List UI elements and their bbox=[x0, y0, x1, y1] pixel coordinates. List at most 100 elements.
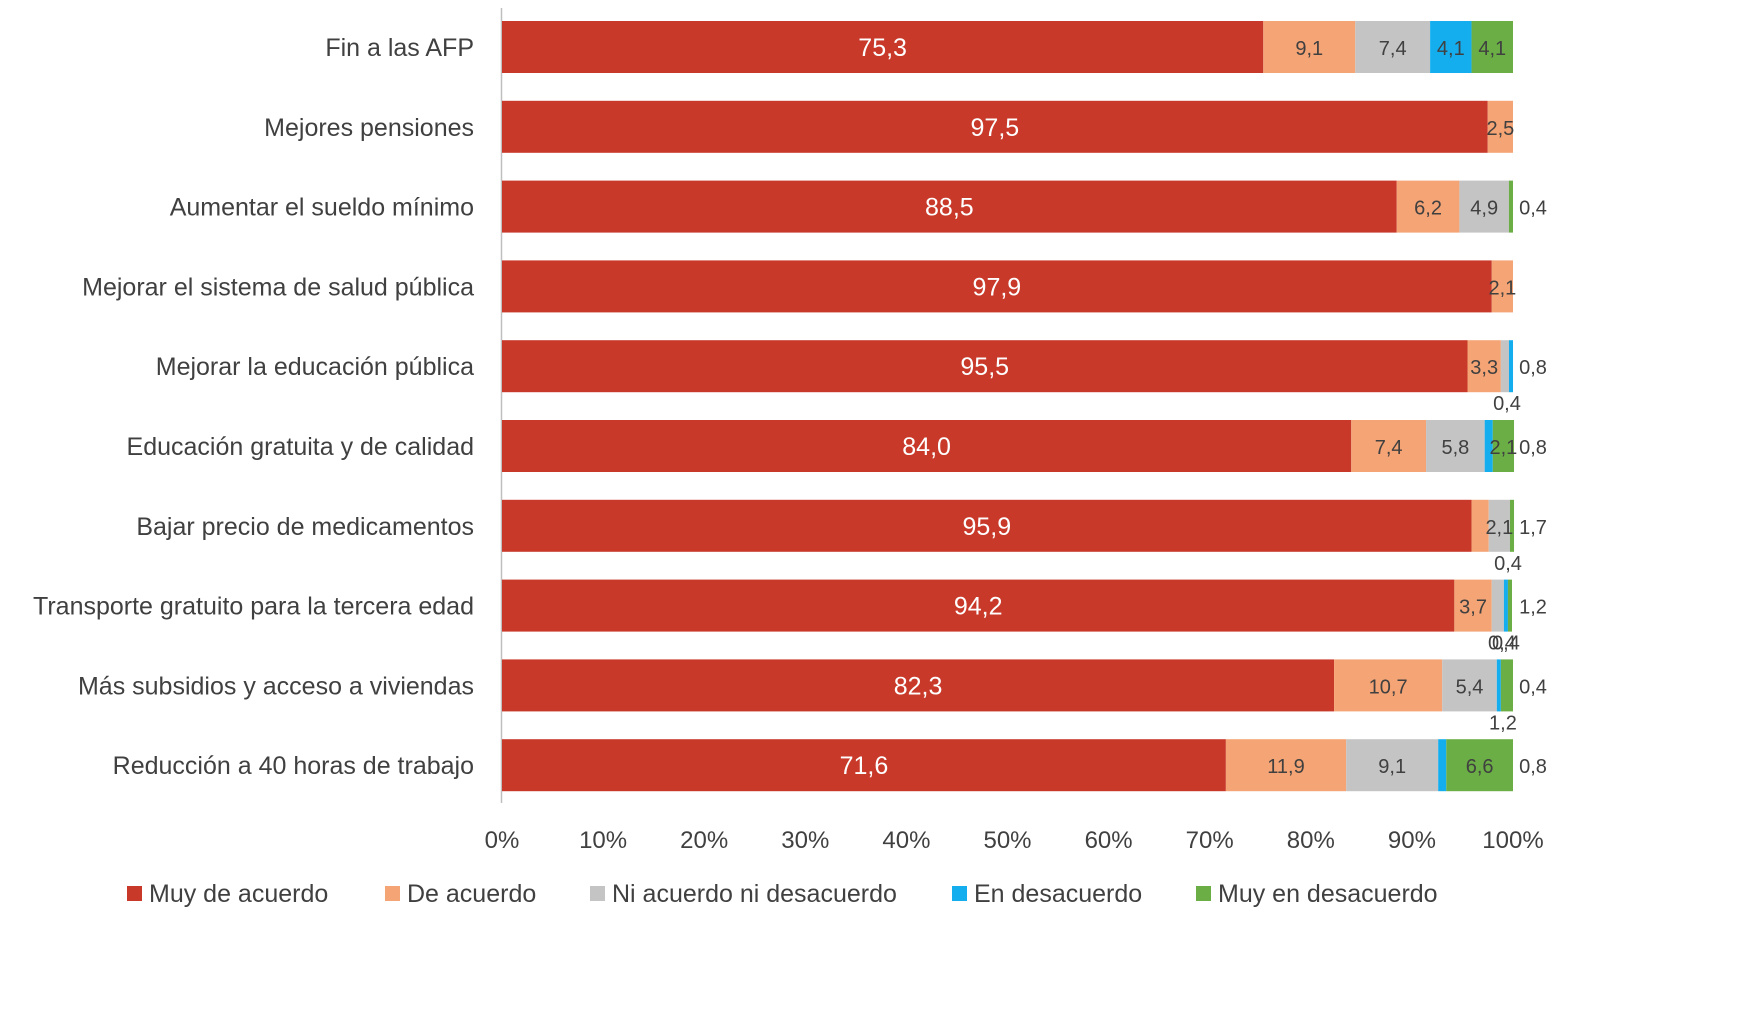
bar-segment bbox=[1438, 739, 1447, 792]
data-label: 0,4 bbox=[1488, 633, 1516, 655]
data-label: 2,1 bbox=[1489, 437, 1517, 459]
legend-label: Muy en desacuerdo bbox=[1218, 880, 1438, 908]
category-label: Más subsidios y acceso a viviendas bbox=[78, 672, 474, 700]
bar-segment bbox=[1351, 420, 1427, 472]
data-label: 1,2 bbox=[1519, 597, 1547, 619]
data-label: 2,1 bbox=[1488, 277, 1516, 299]
bar-segment bbox=[1346, 739, 1439, 792]
bar-segment bbox=[1446, 739, 1513, 792]
bar-segment bbox=[1471, 21, 1513, 73]
bar-segment bbox=[1503, 579, 1508, 632]
data-label: 0,8 bbox=[1519, 756, 1547, 778]
bar-segment bbox=[502, 659, 1335, 712]
data-label: 75,3 bbox=[858, 34, 907, 62]
data-label: 1,2 bbox=[1489, 712, 1517, 734]
category-label: Mejores pensiones bbox=[264, 114, 474, 142]
x-tick-label: 50% bbox=[983, 827, 1031, 854]
data-label: 0,4 bbox=[1492, 633, 1520, 655]
bar-segment bbox=[502, 180, 1397, 233]
data-label: 5,4 bbox=[1456, 676, 1484, 698]
bar-segment bbox=[1225, 739, 1347, 792]
data-label: 11,9 bbox=[1267, 756, 1304, 778]
legend-label: Ni acuerdo ni desacuerdo bbox=[612, 880, 897, 908]
bar-segment bbox=[1454, 579, 1492, 632]
bar-segment bbox=[1508, 180, 1513, 233]
x-tick-label: 10% bbox=[579, 827, 627, 854]
x-tick-label: 20% bbox=[680, 827, 728, 854]
legend-swatch bbox=[952, 886, 967, 901]
bar-segment bbox=[1491, 260, 1513, 313]
bar-segment bbox=[1471, 499, 1489, 552]
x-tick-label: 90% bbox=[1388, 827, 1436, 854]
x-tick-label: 70% bbox=[1186, 827, 1234, 854]
x-tick-label: 30% bbox=[781, 827, 829, 854]
data-label: 5,8 bbox=[1441, 437, 1469, 459]
data-label: 7,4 bbox=[1379, 38, 1407, 60]
data-label: 1,7 bbox=[1519, 517, 1547, 539]
x-tick-label: 0% bbox=[485, 827, 520, 854]
bar-segment bbox=[502, 420, 1352, 472]
data-label: 0,4 bbox=[1494, 553, 1522, 575]
data-label: 9,1 bbox=[1295, 38, 1323, 60]
bar-segment bbox=[1500, 340, 1509, 393]
data-label: 88,5 bbox=[925, 194, 974, 222]
bar-segment bbox=[1507, 579, 1512, 632]
x-tick-label: 60% bbox=[1085, 827, 1133, 854]
bar-segment bbox=[1496, 659, 1501, 712]
data-label: 95,5 bbox=[960, 353, 1009, 381]
legend-swatch bbox=[590, 886, 605, 901]
data-label: 94,2 bbox=[954, 593, 1003, 621]
x-tick-label: 100% bbox=[1482, 827, 1543, 854]
category-label: Transporte gratuito para la tercera edad bbox=[33, 593, 474, 621]
legend-label: De acuerdo bbox=[407, 880, 536, 908]
bar-segment bbox=[1487, 100, 1513, 153]
category-label: Mejorar el sistema de salud pública bbox=[82, 273, 474, 301]
data-label: 6,6 bbox=[1466, 756, 1494, 778]
data-label: 2,1 bbox=[1485, 517, 1513, 539]
data-label: 0,8 bbox=[1519, 357, 1547, 379]
data-label: 97,5 bbox=[971, 114, 1020, 142]
bar-segment bbox=[502, 260, 1492, 313]
data-label: 95,9 bbox=[962, 513, 1011, 541]
bar-segment bbox=[1355, 21, 1431, 73]
bar-segment bbox=[1500, 659, 1513, 712]
bar-segment bbox=[1508, 340, 1513, 393]
data-label: 7,4 bbox=[1375, 437, 1403, 459]
data-label: 0,4 bbox=[1493, 393, 1521, 415]
bar-segment bbox=[1467, 340, 1501, 393]
bar-segment bbox=[502, 100, 1488, 153]
bar-segment bbox=[502, 579, 1455, 632]
x-tick-label: 80% bbox=[1287, 827, 1335, 854]
data-label: 3,7 bbox=[1459, 597, 1487, 619]
data-label: 6,2 bbox=[1414, 198, 1442, 220]
data-label: 71,6 bbox=[840, 752, 889, 780]
legend-swatch bbox=[385, 886, 400, 901]
category-label: Aumentar el sueldo mínimo bbox=[170, 194, 474, 222]
bar-segment bbox=[502, 739, 1226, 792]
bar-segment bbox=[1484, 420, 1493, 472]
data-label: 9,1 bbox=[1378, 756, 1406, 778]
bar-segment bbox=[1396, 180, 1460, 233]
data-label: 3,3 bbox=[1470, 357, 1498, 379]
bar-segment bbox=[1426, 420, 1485, 472]
legend-swatch bbox=[1196, 886, 1211, 901]
data-label: 0,4 bbox=[1519, 198, 1547, 220]
data-label: 97,9 bbox=[973, 273, 1022, 301]
data-label: 0,8 bbox=[1519, 437, 1547, 459]
data-label: 4,9 bbox=[1470, 198, 1498, 220]
data-label: 4,1 bbox=[1478, 38, 1506, 60]
bar-segment bbox=[1488, 499, 1510, 552]
bar-segment bbox=[1459, 180, 1509, 233]
data-label: 82,3 bbox=[894, 672, 943, 700]
data-label: 10,7 bbox=[1369, 676, 1408, 698]
bar-segment bbox=[1491, 579, 1504, 632]
category-label: Mejorar la educación pública bbox=[156, 353, 474, 381]
data-label: 84,0 bbox=[902, 433, 951, 461]
bar-segment bbox=[1442, 659, 1497, 712]
bar-segment bbox=[502, 499, 1472, 552]
data-label: 4,1 bbox=[1437, 38, 1465, 60]
legend-swatch bbox=[127, 886, 142, 901]
x-tick-label: 40% bbox=[882, 827, 930, 854]
bar-segment bbox=[1263, 21, 1356, 73]
